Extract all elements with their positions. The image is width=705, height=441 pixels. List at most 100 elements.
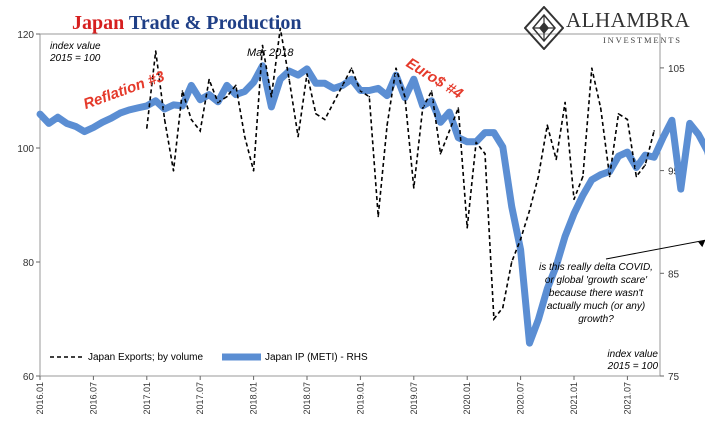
exports-data-point: [190, 118, 193, 121]
x-axis-tick-label: 2016.01: [35, 382, 45, 415]
ip-data-point: [519, 248, 522, 251]
exports-data-point: [279, 27, 282, 30]
x-axis-tick-label: 2018.01: [249, 382, 259, 415]
exports-data-point: [466, 227, 469, 229]
exports-data-point: [252, 170, 255, 172]
exports-data-point: [582, 175, 584, 178]
exports-data-point: [306, 73, 308, 75]
exports-data-point: [564, 101, 566, 104]
ip-data-point: [38, 112, 42, 116]
exports-data-point: [493, 318, 495, 320]
exports-data-point: [154, 50, 157, 52]
ip-data-point: [110, 117, 113, 120]
exports-data-point: [395, 67, 397, 69]
ip-data-point: [314, 82, 318, 85]
ip-data-point: [243, 90, 246, 93]
ip-data-point: [412, 77, 415, 81]
ip-data-point: [466, 140, 469, 144]
ip-data-point: [234, 93, 237, 96]
left-axis-tick-label: 80: [23, 258, 35, 269]
exports-data-point: [341, 84, 344, 87]
ip-data-point: [697, 133, 700, 136]
exports-data-point: [377, 215, 380, 218]
exports-data-point: [386, 124, 388, 126]
exports-data-point: [368, 95, 371, 98]
ip-data-point: [430, 99, 433, 102]
exports-data-point: [644, 164, 646, 166]
exports-data-point: [199, 130, 201, 132]
logo-diamond-icon: [524, 6, 564, 50]
right-axis-tick-label: 85: [668, 269, 680, 280]
exports-data-point: [350, 67, 353, 69]
exports-data-point: [528, 209, 531, 212]
exports-data-point: [448, 130, 451, 132]
ip-data-point: [332, 87, 335, 90]
exports-data-point: [413, 187, 415, 189]
left-axis-note-line2: 2015 = 100: [50, 53, 101, 64]
x-axis-tick-label: 2017.01: [142, 382, 152, 415]
ip-data-point: [555, 264, 558, 268]
ip-data-point: [661, 136, 665, 139]
exports-data-point: [181, 90, 184, 92]
right-axis-note-line2: 2015 = 100: [607, 361, 658, 372]
exports-data-point: [653, 130, 655, 132]
ip-data-point: [47, 122, 51, 125]
exports-data-point: [359, 90, 362, 92]
x-axis-tick-label: 2016.07: [88, 382, 98, 415]
ip-data-point: [457, 136, 460, 139]
alhambra-logo: ALHAMBRA INVESTMENTS: [524, 6, 700, 50]
ip-data-point: [172, 103, 175, 107]
left-axis-tick-label: 100: [17, 144, 34, 155]
exports-data-point: [635, 175, 638, 178]
x-axis-tick-label: 2019.07: [409, 382, 419, 415]
left-axis-tick-label: 120: [17, 30, 34, 41]
ip-data-point: [288, 69, 291, 73]
ip-data-point: [492, 131, 496, 134]
ip-data-point: [261, 64, 264, 68]
ip-data-point: [652, 156, 656, 159]
ip-data-point: [599, 173, 602, 176]
title-part-2: Trade & Production: [128, 12, 302, 34]
ip-data-point: [92, 126, 95, 129]
exports-data-point: [163, 118, 166, 121]
plot-frame: [39, 33, 661, 377]
ip-data-point: [626, 150, 629, 154]
x-axis-tick-label: 2020.07: [516, 382, 526, 415]
left-axis-note-line1: index value: [50, 41, 101, 52]
ip-data-point: [136, 106, 140, 110]
ip-data-point: [56, 115, 59, 119]
legend-ip-label: Japan IP (METI) - RHS: [265, 352, 368, 363]
exports-data-point: [146, 127, 148, 129]
exports-data-point: [537, 175, 540, 178]
exports-data-point: [217, 101, 219, 104]
ip-data-point: [207, 93, 211, 96]
title-part-1: Japan: [72, 12, 125, 34]
x-axis-tick-label: 2020.01: [462, 382, 472, 415]
ip-data-point: [83, 130, 86, 133]
ip-data-point: [483, 131, 487, 134]
exports-data-point: [546, 124, 549, 126]
logo-sub: INVESTMENTS: [603, 35, 682, 45]
ip-data-point: [439, 121, 442, 124]
ip-data-point: [590, 178, 593, 182]
ip-data-point: [448, 110, 451, 114]
exports-data-point: [457, 107, 460, 109]
exports-data-point: [617, 113, 620, 115]
right-axis-note-line1: index value: [607, 349, 658, 360]
ip-data-point: [581, 194, 585, 197]
mar-2018-annotation: Mar 2018: [247, 47, 294, 59]
ip-data-point: [377, 87, 380, 90]
question-annotation: is this really delta COVID, or global 'g…: [539, 262, 653, 325]
ip-series-line: [36, 62, 705, 347]
ip-data-point: [394, 73, 398, 77]
exports-series-line: [146, 28, 655, 322]
exports-data-point: [226, 95, 228, 98]
ip-data-point: [688, 122, 691, 125]
right-axis-tick-label: 95: [668, 167, 680, 178]
ip-data-point: [644, 153, 647, 157]
ip-data-point: [296, 73, 300, 77]
ip-data-point: [385, 94, 389, 97]
question-arrow-head: [698, 240, 705, 248]
ip-data-point: [101, 121, 104, 124]
